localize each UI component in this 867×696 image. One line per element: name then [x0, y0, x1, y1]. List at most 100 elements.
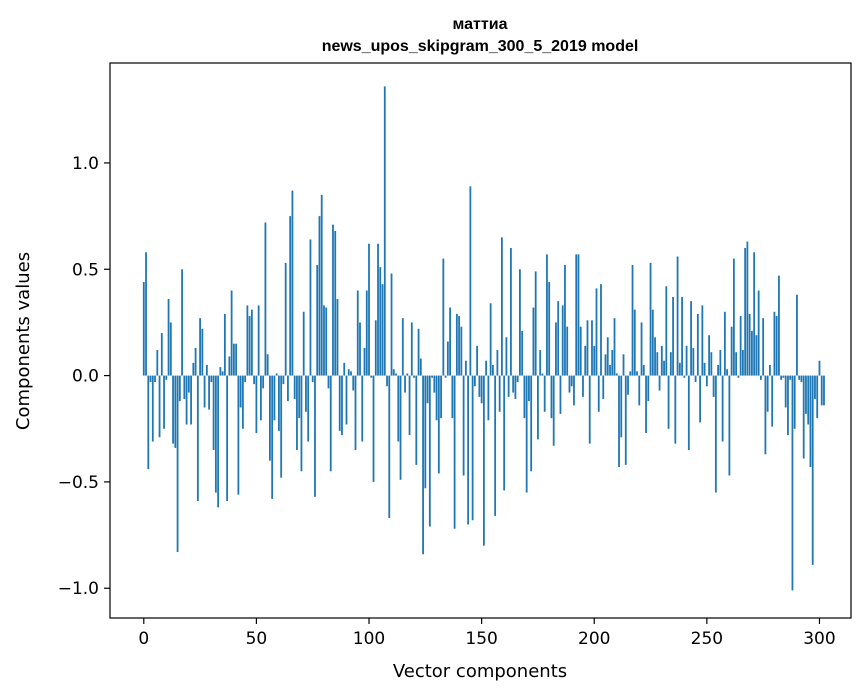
chart-title-line1: маттиа [453, 16, 508, 33]
bar [187, 375, 190, 393]
bar [514, 375, 517, 399]
bar [442, 258, 445, 376]
bar [633, 309, 636, 376]
bar [278, 375, 280, 431]
bar [453, 375, 456, 529]
bar [415, 375, 418, 465]
bar [629, 371, 632, 376]
bar [253, 375, 256, 385]
bar [773, 311, 776, 376]
bar [291, 190, 294, 376]
bar [201, 328, 204, 376]
bar [316, 265, 319, 376]
bar [557, 301, 560, 376]
bar [638, 375, 641, 406]
bar [298, 375, 301, 419]
bar [588, 375, 591, 444]
bar [674, 375, 677, 444]
bar [273, 375, 276, 421]
bar [174, 375, 177, 448]
x-tick-label: 300 [803, 629, 835, 649]
bar [555, 322, 557, 376]
bar [334, 230, 337, 376]
bar [399, 375, 402, 480]
bar [323, 305, 325, 376]
bar [681, 296, 683, 376]
bar [345, 375, 348, 425]
bar [778, 275, 780, 376]
x-axis-label: Vector components [393, 661, 567, 682]
bar [271, 375, 274, 499]
bar [582, 375, 584, 397]
bar [320, 194, 323, 376]
bar [300, 375, 303, 472]
x-axis-ticks: 0 50 100 150 200 250 300 [138, 618, 836, 649]
bar [615, 373, 618, 376]
bar [710, 352, 713, 376]
bar [602, 375, 605, 399]
bar [183, 375, 186, 399]
bar [205, 364, 208, 376]
chart-title-line2: news_upos_skipgram_300_5_2019 model [322, 38, 639, 55]
bar [377, 243, 379, 376]
bar [620, 375, 623, 438]
bar [440, 375, 442, 419]
bar [559, 375, 562, 414]
bar [728, 375, 731, 476]
bar [464, 360, 467, 376]
bar [417, 328, 420, 376]
bar [458, 316, 460, 376]
bar [494, 375, 497, 516]
bar [401, 318, 404, 376]
bar [149, 375, 152, 382]
bar [395, 373, 397, 376]
bar [462, 375, 465, 476]
bar [512, 375, 515, 393]
bar [210, 375, 213, 382]
bar [237, 375, 240, 495]
bar [372, 375, 375, 482]
bar [627, 375, 629, 395]
bar [561, 305, 564, 376]
x-tick-label: 50 [246, 629, 268, 649]
bar [354, 375, 357, 451]
bar [723, 311, 726, 376]
bar [805, 375, 807, 414]
bar [503, 375, 506, 491]
bar [755, 335, 758, 376]
bar [573, 375, 575, 406]
bar [775, 316, 778, 376]
bar [388, 375, 391, 519]
bar [660, 345, 663, 376]
bar [692, 347, 695, 376]
bar [424, 375, 427, 489]
bar [199, 318, 201, 376]
bar [433, 375, 436, 393]
bar [600, 284, 602, 376]
bar [228, 356, 231, 376]
bar [471, 375, 474, 521]
bar [737, 375, 740, 378]
bar [431, 375, 433, 378]
y-tick-label: 0.0 [72, 367, 99, 387]
bar [814, 375, 816, 399]
bar [476, 345, 479, 376]
bar [645, 375, 647, 433]
bar [428, 375, 431, 527]
bar [147, 375, 150, 470]
bar [282, 375, 285, 385]
bar [609, 364, 611, 376]
bar [595, 288, 598, 376]
bar [654, 337, 656, 376]
bar [741, 350, 744, 376]
bar [751, 330, 753, 376]
bar [487, 375, 490, 421]
bar [651, 309, 654, 376]
bar [782, 375, 785, 378]
bar [798, 375, 801, 380]
bar [232, 343, 235, 376]
bar [523, 375, 526, 419]
x-tick-label: 200 [578, 629, 610, 649]
y-tick-label: −0.5 [58, 473, 99, 493]
